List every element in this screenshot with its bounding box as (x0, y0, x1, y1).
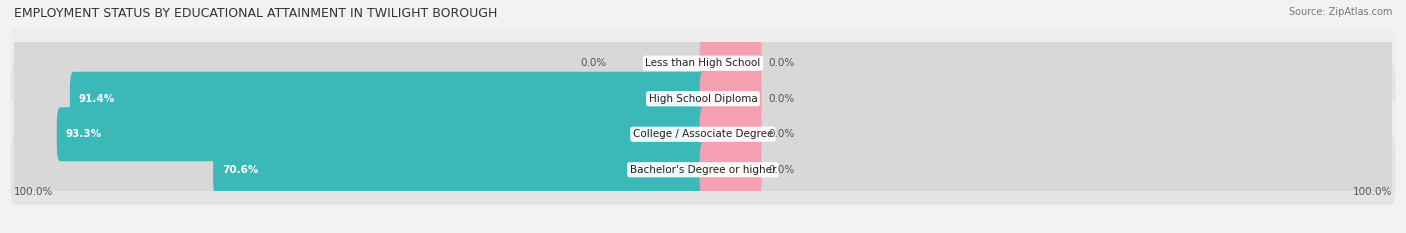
Text: Source: ZipAtlas.com: Source: ZipAtlas.com (1288, 7, 1392, 17)
FancyBboxPatch shape (56, 107, 706, 161)
Text: 100.0%: 100.0% (1353, 187, 1392, 197)
Text: 0.0%: 0.0% (769, 129, 794, 139)
FancyBboxPatch shape (700, 36, 1395, 90)
FancyBboxPatch shape (214, 143, 706, 197)
FancyBboxPatch shape (700, 107, 762, 161)
FancyBboxPatch shape (11, 72, 706, 126)
Text: EMPLOYMENT STATUS BY EDUCATIONAL ATTAINMENT IN TWILIGHT BOROUGH: EMPLOYMENT STATUS BY EDUCATIONAL ATTAINM… (14, 7, 498, 20)
Text: Bachelor's Degree or higher: Bachelor's Degree or higher (630, 165, 776, 175)
FancyBboxPatch shape (700, 36, 762, 90)
FancyBboxPatch shape (11, 64, 1395, 134)
FancyBboxPatch shape (11, 107, 706, 161)
FancyBboxPatch shape (11, 143, 706, 197)
Text: 100.0%: 100.0% (14, 187, 53, 197)
Text: High School Diploma: High School Diploma (648, 94, 758, 104)
Text: Less than High School: Less than High School (645, 58, 761, 68)
FancyBboxPatch shape (11, 28, 1395, 98)
FancyBboxPatch shape (700, 143, 762, 197)
FancyBboxPatch shape (700, 72, 1395, 126)
Text: 0.0%: 0.0% (769, 58, 794, 68)
FancyBboxPatch shape (11, 99, 1395, 169)
Text: 91.4%: 91.4% (79, 94, 115, 104)
FancyBboxPatch shape (700, 143, 1395, 197)
FancyBboxPatch shape (11, 36, 706, 90)
Text: College / Associate Degree: College / Associate Degree (633, 129, 773, 139)
Text: 93.3%: 93.3% (66, 129, 101, 139)
FancyBboxPatch shape (11, 135, 1395, 205)
Text: 70.6%: 70.6% (222, 165, 259, 175)
Text: 0.0%: 0.0% (581, 58, 606, 68)
Text: 0.0%: 0.0% (769, 94, 794, 104)
FancyBboxPatch shape (70, 72, 706, 126)
FancyBboxPatch shape (700, 107, 1395, 161)
Text: 0.0%: 0.0% (769, 165, 794, 175)
FancyBboxPatch shape (700, 72, 762, 126)
